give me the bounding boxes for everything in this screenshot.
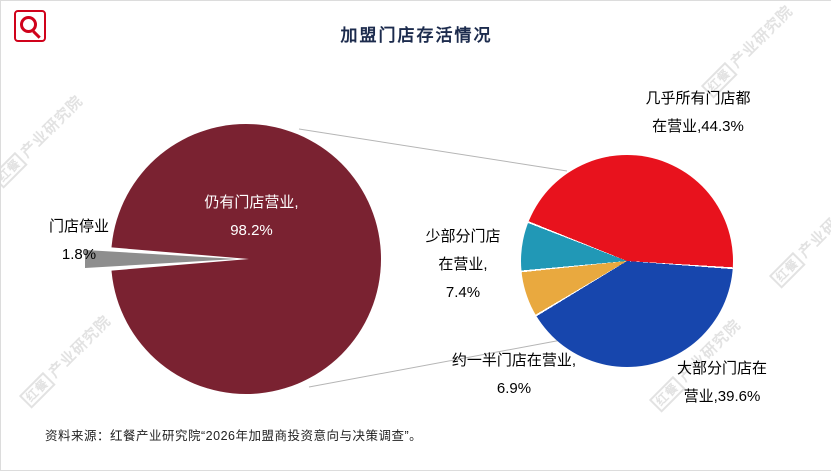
chart-title: 加盟门店存活情况 <box>340 26 493 45</box>
magnifier-lens-icon <box>20 16 37 33</box>
label-overall-closed: 门店停业 1.8% <box>29 213 129 269</box>
label-few-operating: 少部分门店 在营业, 7.4% <box>404 223 522 306</box>
watermark-logo: 红餐 <box>768 251 806 289</box>
label-line: 少部分门店 <box>425 228 501 245</box>
watermark-logo: 红餐 <box>1 151 28 189</box>
breakdown-pie <box>521 155 733 367</box>
hongcan-logo-icon <box>14 10 46 42</box>
label-line: 7.4% <box>445 283 481 301</box>
label-line: 98.2% <box>230 221 273 239</box>
label-line: 6.9% <box>496 379 532 397</box>
label-overall-operating: 仍有门店营业, 98.2% <box>164 189 339 245</box>
label-line: 仍有门店营业, <box>204 194 299 211</box>
label-half-operating: 约一半门店在营业, 6.9% <box>424 347 604 403</box>
watermark-text: 产业研究院 <box>45 312 115 382</box>
source-note: 资料来源：红餐产业研究院“2026年加盟商投资意向与决策调查”。 <box>45 429 423 443</box>
label-line: 大部分门店在 <box>676 360 767 377</box>
label-line: 门店停业 <box>48 218 109 235</box>
label-most-operating: 大部分门店在 营业,39.6% <box>646 355 798 411</box>
label-line: 在营业, <box>438 255 488 273</box>
label-line: 约一半门店在营业, <box>451 352 577 369</box>
watermark-text: 产业研究院 <box>17 92 87 162</box>
label-line: 1.8% <box>61 245 97 263</box>
brand-watermark: 红餐产业研究院 <box>1 90 87 189</box>
label-line: 营业,39.6% <box>683 387 761 405</box>
label-line: 在营业,44.3% <box>652 117 744 135</box>
label-line: 几乎所有门店都 <box>645 90 751 107</box>
brand-watermark: 红餐产业研究院 <box>17 310 115 409</box>
watermark-logo: 红餐 <box>18 371 56 409</box>
label-almost-all-operating: 几乎所有门店都 在营业,44.3% <box>613 85 783 141</box>
brand-watermark: 红餐产业研究院 <box>767 190 831 289</box>
watermark-text: 产业研究院 <box>795 192 831 262</box>
